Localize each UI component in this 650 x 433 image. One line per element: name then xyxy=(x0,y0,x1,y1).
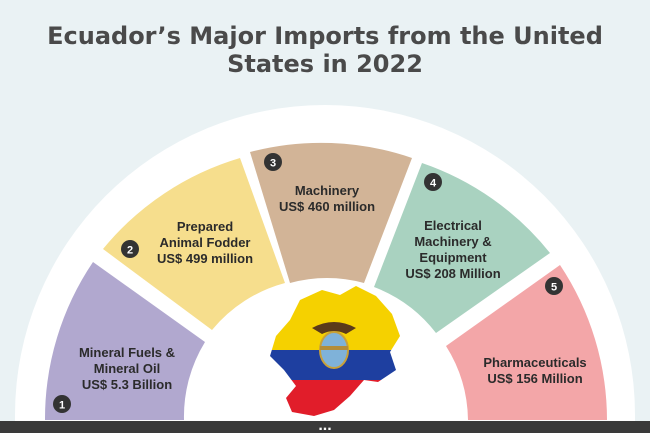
segment-3 xyxy=(250,142,412,283)
badge-1: 1 xyxy=(53,395,71,413)
badge-5: 5 xyxy=(545,277,563,295)
svg-text:4: 4 xyxy=(430,178,437,190)
segment-2-label: Prepared Animal Fodder US$ 499 million xyxy=(156,219,254,266)
svg-text:1: 1 xyxy=(59,400,65,412)
badge-3: 3 xyxy=(264,153,282,171)
svg-text:3: 3 xyxy=(270,158,276,170)
badge-4: 4 xyxy=(424,173,442,191)
segment-4-label: Electrical Machinery & Equipment US$ 208… xyxy=(405,218,501,281)
footer-bar xyxy=(0,421,650,433)
footer-text: ... xyxy=(318,418,332,433)
segment-1 xyxy=(44,262,206,420)
segment-2 xyxy=(103,158,285,330)
segment-3-label: Machinery US$ 460 million xyxy=(278,183,376,214)
svg-text:2: 2 xyxy=(127,245,133,257)
segment-5 xyxy=(446,265,607,420)
svg-text:5: 5 xyxy=(551,282,557,294)
segment-4 xyxy=(374,163,550,333)
segment-5-label: Pharmaceuticals US$ 156 Million xyxy=(483,355,587,386)
badge-2: 2 xyxy=(121,240,139,258)
page-title: Ecuador’s Major Imports from the United … xyxy=(47,22,603,78)
segment-1-label: Mineral Fuels & Mineral Oil US$ 5.3 Bill… xyxy=(78,345,176,392)
